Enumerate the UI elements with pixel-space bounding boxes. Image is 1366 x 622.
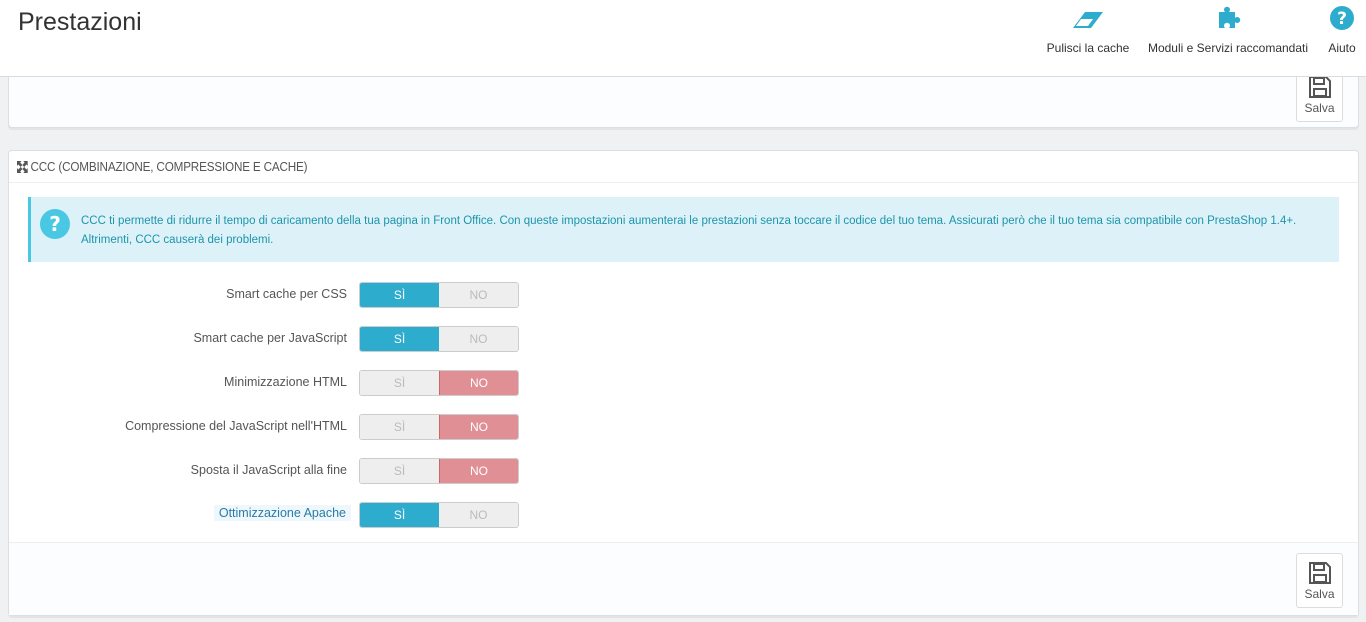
ccc-panel: CCC (COMBINAZIONE, COMPRESSIONE E CACHE)…	[8, 150, 1359, 616]
puzzle-icon	[1219, 6, 1241, 28]
option-label: Compressione del JavaScript nell'HTML	[125, 419, 347, 433]
option-label: Sposta il JavaScript alla fine	[190, 463, 347, 477]
no-option[interactable]: NO	[439, 415, 518, 439]
yes-option[interactable]: SÌ	[360, 415, 439, 439]
clear-cache-button[interactable]: Pulisci la cache	[1044, 0, 1132, 77]
info-alert: ? CCC ti permette di ridurre il tempo di…	[28, 197, 1339, 262]
yes-no-toggle[interactable]: SÌ NO	[359, 414, 519, 440]
option-row: Ottimizzazione Apache SÌ NO	[9, 502, 529, 528]
option-label: Minimizzazione HTML	[224, 375, 347, 389]
option-label: Smart cache per JavaScript	[193, 331, 347, 345]
no-option[interactable]: NO	[439, 283, 518, 307]
yes-no-toggle[interactable]: SÌ NO	[359, 458, 519, 484]
no-option[interactable]: NO	[439, 371, 518, 395]
yes-option[interactable]: SÌ	[360, 371, 439, 395]
yes-no-toggle[interactable]: SÌ NO	[359, 502, 519, 528]
yes-option[interactable]: SÌ	[360, 459, 439, 483]
help-button[interactable]: ? Aiuto	[1322, 0, 1362, 77]
save-icon	[1308, 76, 1331, 98]
yes-option[interactable]: SÌ	[360, 503, 439, 527]
yes-no-toggle[interactable]: SÌ NO	[359, 370, 519, 396]
divider	[9, 182, 1358, 183]
help-icon: ?	[1330, 6, 1354, 30]
svg-text:?: ?	[1337, 9, 1347, 29]
svg-text:?: ?	[49, 212, 61, 236]
option-row: Minimizzazione HTML SÌ NO	[9, 370, 529, 396]
eraser-icon	[1073, 12, 1103, 28]
help-icon: ?	[40, 209, 70, 239]
option-label: Ottimizzazione Apache	[213, 505, 351, 521]
option-row: Sposta il JavaScript alla fine SÌ NO	[9, 458, 529, 484]
yes-option[interactable]: SÌ	[360, 283, 439, 307]
option-row: Smart cache per JavaScript SÌ NO	[9, 326, 529, 352]
save-button[interactable]: Salva	[1296, 553, 1343, 608]
yes-no-toggle[interactable]: SÌ NO	[359, 326, 519, 352]
yes-option[interactable]: SÌ	[360, 327, 439, 351]
divider	[9, 542, 1358, 543]
panel-heading: CCC (COMBINAZIONE, COMPRESSIONE E CACHE)	[17, 159, 308, 174]
page-title: Prestazioni	[18, 8, 142, 36]
no-option[interactable]: NO	[439, 503, 518, 527]
option-label: Smart cache per CSS	[226, 287, 347, 301]
expand-icon	[17, 161, 28, 173]
save-icon	[1308, 562, 1331, 584]
no-option[interactable]: NO	[439, 327, 518, 351]
yes-no-toggle[interactable]: SÌ NO	[359, 282, 519, 308]
option-row: Compressione del JavaScript nell'HTML SÌ…	[9, 414, 529, 440]
page-header: Prestazioni Pulisci la cache Moduli e Se…	[0, 0, 1366, 77]
recommended-modules-button[interactable]: Moduli e Servizi raccomandati	[1142, 0, 1314, 77]
option-row: Smart cache per CSS SÌ NO	[9, 282, 529, 308]
no-option[interactable]: NO	[439, 459, 518, 483]
